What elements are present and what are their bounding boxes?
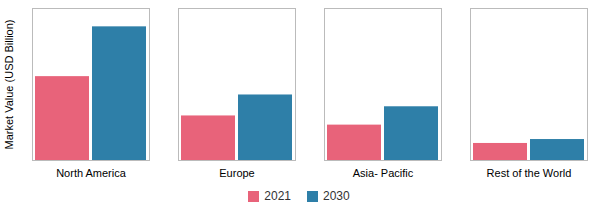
svg-text:Asia- Pacific: Asia- Pacific <box>353 167 414 179</box>
html-text:2030: 2030 <box>323 189 350 203</box>
svg-text:Market Value (USD Billion): Market Value (USD Billion) <box>3 19 15 149</box>
svg-text:Rest of the World: Rest of the World <box>487 167 572 179</box>
html-text:2021: 2021 <box>264 189 291 203</box>
svg-text:Europe: Europe <box>219 167 254 179</box>
svg-text:North America: North America <box>56 167 127 179</box>
